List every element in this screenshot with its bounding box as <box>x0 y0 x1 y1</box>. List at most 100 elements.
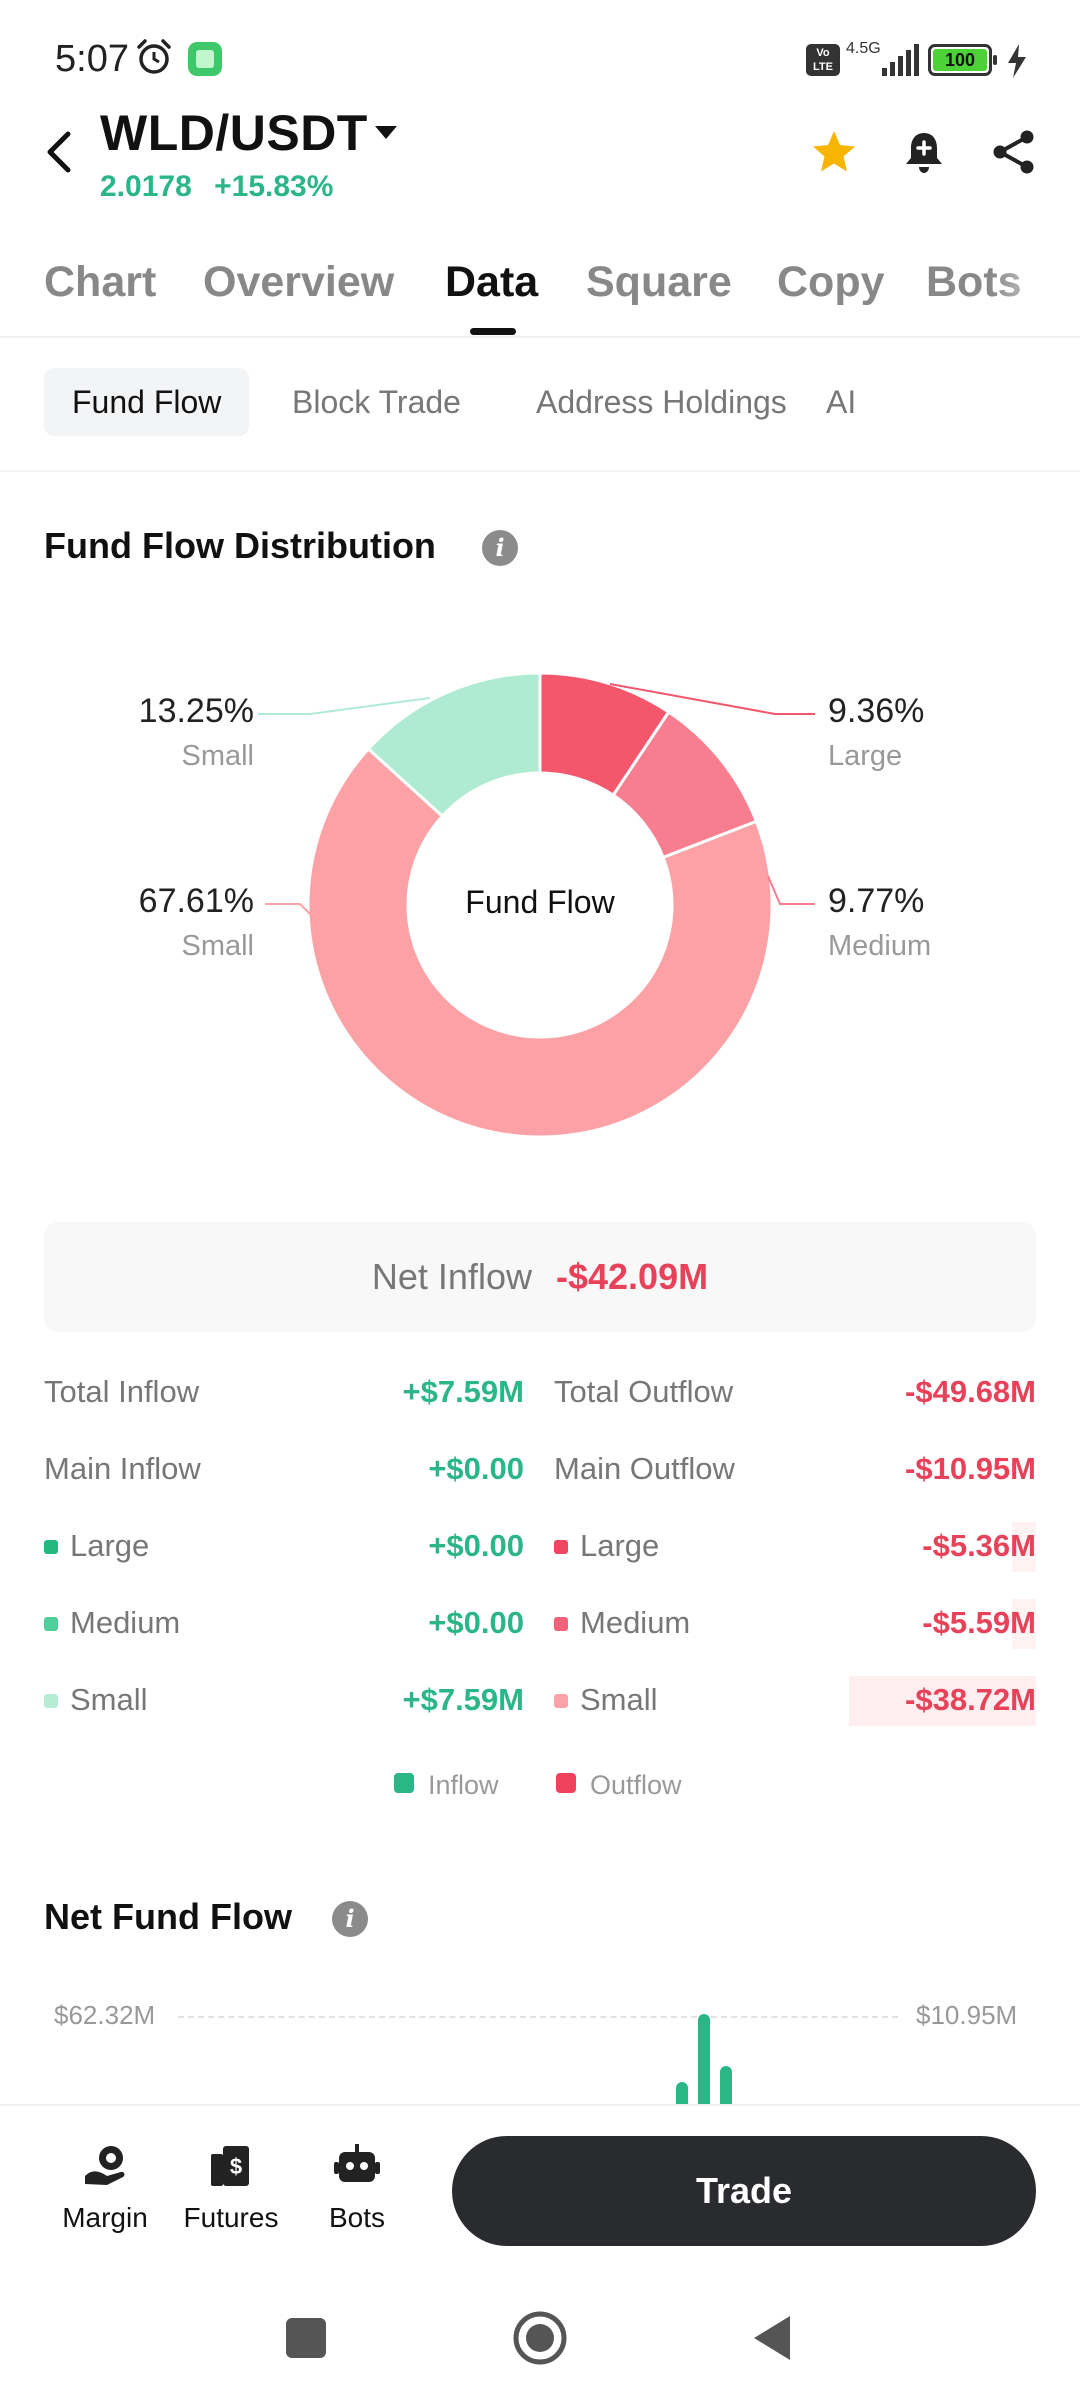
futures-label: Futures <box>183 2202 279 2233</box>
flow-row: Large +$0.00 Large -$5.36M <box>0 1516 1080 1576</box>
outflow-label: Large <box>580 1528 660 1563</box>
net-flow-bar <box>676 2082 688 2106</box>
inflow-label: Medium <box>70 1605 181 1640</box>
volte-icon: Vo LTE <box>806 44 840 76</box>
flow-row: Main Inflow +$0.00 Main Outflow -$10.95M <box>0 1439 1080 1499</box>
donut-slice-small-inflow[interactable] <box>366 671 542 819</box>
share-icon[interactable] <box>990 128 1038 176</box>
net-flow-bar <box>698 2014 710 2106</box>
slice-label-name-small-inflow: Small <box>181 740 254 772</box>
inflow-label: Main Inflow <box>44 1451 201 1486</box>
outflow-value: -$5.36M <box>922 1528 1036 1563</box>
bots-label: Bots <box>328 2202 386 2233</box>
tab-chart[interactable]: Chart <box>44 258 157 306</box>
outflow-value: -$5.59M <box>922 1605 1036 1640</box>
info-icon[interactable]: i <box>482 530 518 566</box>
app-icon <box>188 42 222 76</box>
futures-icon: $ <box>211 2146 249 2186</box>
inflow-value: +$7.59M <box>402 1374 524 1409</box>
inflow-value: +$7.59M <box>402 1682 524 1717</box>
active-tab-indicator <box>470 328 516 335</box>
donut-slice-small-outflow[interactable] <box>306 746 774 1139</box>
axis-gridline <box>178 2016 898 2018</box>
net-flow-bar <box>720 2066 732 2106</box>
flow-row: Medium +$0.00 Medium -$5.59M <box>0 1593 1080 1653</box>
leader-line-medium <box>767 875 815 905</box>
alarm-icon <box>137 39 171 74</box>
pair-price-line: 2.0178 +15.83% <box>100 170 347 204</box>
network-type: 4.5G <box>846 40 881 57</box>
outflow-label: Total Outflow <box>554 1374 734 1409</box>
legend-inflow-label: Inflow <box>428 1770 499 1800</box>
legend-outflow-label: Outflow <box>590 1770 682 1800</box>
legend-outflow-swatch <box>556 1773 576 1793</box>
outflow-swatch <box>554 1617 568 1631</box>
tab-overview[interactable]: Overview <box>203 258 395 306</box>
sub-tabs: Fund Flow Block Trade Address Holdings A… <box>0 368 1080 472</box>
net-inflow-value: -$42.09M <box>556 1256 709 1297</box>
back-nav-icon[interactable] <box>746 2310 802 2366</box>
outflow-label: Main Outflow <box>554 1451 735 1486</box>
inflow-label: Small <box>70 1682 148 1717</box>
axis-label-right: $10.95M <box>916 2000 1018 2030</box>
slice-label-name-medium: Medium <box>828 930 932 962</box>
tabs-fade <box>990 250 1080 330</box>
distribution-title: Fund Flow Distribution <box>44 525 436 566</box>
outflow-intensity-bar <box>1012 1522 1036 1572</box>
futures-button[interactable]: $ Futures <box>166 2142 296 2234</box>
fund-flow-donut: Fund Flow 13.25% Small 67.61% Small 9.36… <box>0 640 1080 1160</box>
net-inflow-label: Net Inflow <box>371 1256 532 1297</box>
net-fund-flow-title: Net Fund Flow <box>44 1896 292 1937</box>
slice-label-pct-large: 9.36% <box>828 692 925 730</box>
main-tabs: Chart Overview Data Square Copy Bots <box>0 250 1080 338</box>
tab-copy[interactable]: Copy <box>777 258 885 306</box>
status-bar: 5:07 Vo LTE 4.5G 100 <box>0 0 1080 110</box>
inflow-value: +$0.00 <box>428 1605 524 1640</box>
bottom-action-bar: Margin $ Futures Bots Trade <box>0 2104 1080 2274</box>
slice-label-name-large: Large <box>828 740 903 772</box>
outflow-swatch <box>554 1694 568 1708</box>
inflow-label: Large <box>70 1528 150 1563</box>
pair-title[interactable]: WLD/USDT <box>100 105 368 161</box>
outflow-value: -$10.95M <box>905 1451 1036 1486</box>
margin-button[interactable]: Margin <box>40 2142 170 2234</box>
flow-row: Total Inflow +$7.59M Total Outflow -$49.68M <box>0 1362 1080 1422</box>
subtab-fund-flow[interactable]: Fund Flow <box>44 368 250 436</box>
inflow-swatch <box>44 1617 58 1631</box>
slice-label-name-small-outflow: Small <box>181 930 254 962</box>
battery-level: 100 <box>933 49 987 71</box>
axis-label-left: $62.32M <box>54 2000 156 2030</box>
bell-plus-icon[interactable] <box>900 128 948 176</box>
signal-icon <box>882 44 919 76</box>
trade-button[interactable]: Trade <box>452 2136 1036 2246</box>
tab-data[interactable]: Data <box>445 258 539 306</box>
back-arrow-icon[interactable] <box>40 128 80 176</box>
pair-price: 2.0178 <box>100 170 192 203</box>
home-icon[interactable] <box>512 2310 568 2366</box>
info-icon[interactable]: i <box>332 1901 368 1937</box>
inflow-value: +$0.00 <box>428 1451 524 1486</box>
tab-square[interactable]: Square <box>586 258 732 306</box>
donut-center-label: Fund Flow <box>465 884 615 920</box>
outflow-label: Small <box>580 1682 658 1717</box>
outflow-intensity-bar <box>849 1676 1036 1726</box>
recents-icon[interactable] <box>278 2310 334 2366</box>
margin-label: Margin <box>62 2202 148 2233</box>
inflow-swatch <box>44 1694 58 1708</box>
inflow-value: +$0.00 <box>428 1528 524 1563</box>
outflow-label: Medium <box>580 1605 691 1640</box>
subtab-block-trade[interactable]: Block Trade <box>292 384 461 420</box>
net-inflow-box: Net Inflow -$42.09M <box>44 1222 1036 1332</box>
subtab-address-holdings[interactable]: Address Holdings <box>536 384 787 420</box>
outflow-intensity-bar <box>1012 1599 1036 1649</box>
slice-label-pct-small-inflow: 13.25% <box>138 692 254 730</box>
battery-icon: 100 <box>928 44 997 76</box>
outflow-value: -$49.68M <box>905 1374 1036 1409</box>
outflow-swatch <box>554 1540 568 1554</box>
pair-dropdown-caret-icon[interactable] <box>375 126 397 139</box>
status-time: 5:07 <box>55 38 129 80</box>
bots-button[interactable]: Bots <box>292 2142 422 2234</box>
star-icon[interactable] <box>810 128 858 176</box>
svg-text:$: $ <box>230 2154 242 2179</box>
subtab-ai[interactable]: AI <box>826 384 857 420</box>
